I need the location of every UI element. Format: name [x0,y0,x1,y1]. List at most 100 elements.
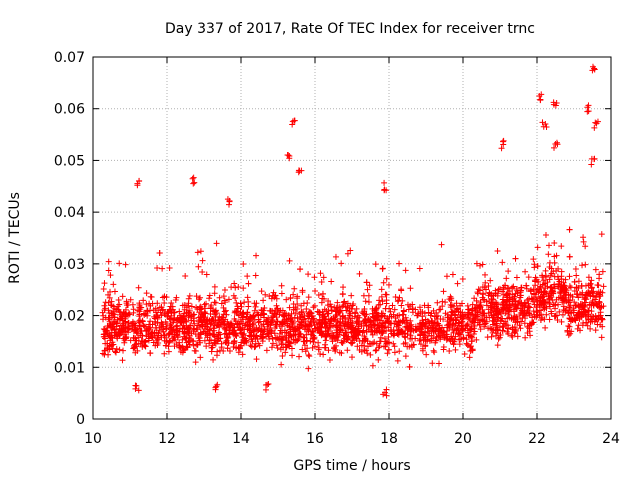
data-point [253,300,260,307]
data-point [303,322,310,329]
data-point [468,343,475,350]
data-point [287,295,294,302]
data-point [324,330,331,337]
data-point [301,342,308,349]
data-point [236,344,243,351]
data-point [367,318,374,325]
data-point [203,317,210,324]
data-point [150,307,157,314]
data-point [384,350,391,357]
data-point [518,307,525,314]
data-point [598,231,605,238]
data-point [235,311,242,318]
data-point [598,334,605,341]
data-point [566,273,573,280]
data-point [446,348,453,355]
data-point [297,266,304,273]
data-point [533,309,540,316]
data-point [161,350,168,357]
data-point [419,319,426,326]
data-point [336,349,343,356]
data-point [578,282,585,289]
data-point [233,345,240,352]
data-point [584,307,591,314]
data-point [566,315,573,322]
data-point [356,321,363,328]
data-point [264,320,271,327]
data-point [227,322,234,329]
data-point [513,285,520,292]
data-point [593,301,600,308]
data-point [105,258,112,265]
data-point [190,342,197,349]
data-point [332,253,339,260]
data-point [289,352,296,359]
data-point [433,334,440,341]
data-point [206,336,213,343]
data-point [347,247,354,254]
data-point [122,306,129,313]
data-point [409,301,416,308]
data-point [147,302,154,309]
data-point [575,294,582,301]
x-tick-label: 16 [306,431,324,447]
data-point [416,265,423,272]
y-axis-label: ROTI / TECUs [7,192,23,284]
data-point [571,278,578,285]
data-point [442,299,449,306]
data-point [177,344,184,351]
data-point [122,318,129,325]
data-point [592,327,599,334]
data-point [505,308,512,315]
data-point [495,335,502,342]
data-point [475,286,482,293]
data-point [473,336,480,343]
data-point [108,302,115,309]
data-point [192,359,199,366]
data-point [115,296,122,303]
data-point [347,339,354,346]
data-point [430,347,437,354]
data-point [396,260,403,267]
data-point [447,323,454,330]
data-point [337,327,344,334]
data-point [180,347,187,354]
data-point [119,357,126,364]
data-point [250,314,257,321]
data-point [539,119,546,126]
data-point [230,343,237,350]
data-point [215,317,222,324]
data-point [579,262,586,269]
data-point [440,328,447,335]
data-point [283,310,290,317]
data-point [340,284,347,291]
data-point [170,325,177,332]
axis-ticks: 10 12 14 16 18 20 22 24 0 0.01 0.02 0.03 0.04 0.05 0.0… [54,50,620,447]
data-point [290,306,297,313]
data-point [472,312,479,319]
data-point [303,306,310,313]
data-point [509,284,516,291]
data-point [573,272,580,279]
data-point [207,321,214,328]
data-point [555,294,562,301]
data-point [431,349,438,356]
data-point [317,270,324,277]
data-point [310,304,317,311]
data-point [341,298,348,305]
data-point [289,118,296,125]
data-point [555,276,562,283]
data-point [363,322,370,329]
data-point [296,353,303,360]
data-point [499,296,506,303]
data-point [315,339,322,346]
x-tick-label: 12 [158,431,176,447]
data-point [396,294,403,301]
data-point [539,294,546,301]
data-point [235,321,242,328]
data-point [526,311,533,318]
data-point [255,326,262,333]
data-point [560,306,567,313]
data-point [571,288,578,295]
grid-lines [93,57,611,419]
